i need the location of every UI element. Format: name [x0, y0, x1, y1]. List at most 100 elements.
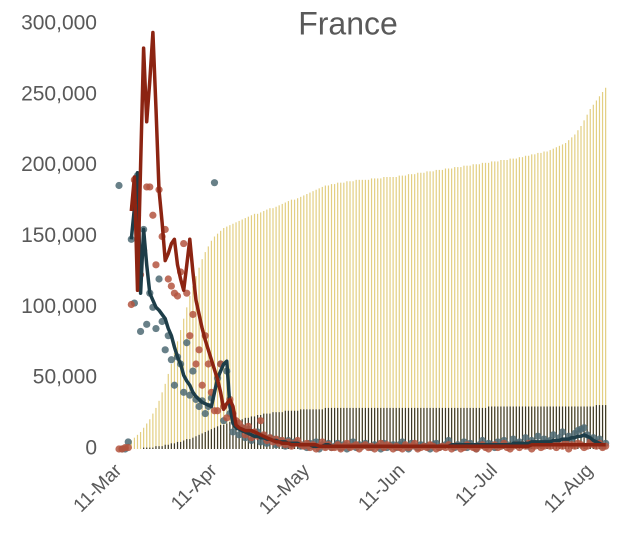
bar: [417, 172, 419, 449]
bar: [324, 407, 326, 449]
bar: [195, 436, 197, 449]
bar: [435, 407, 437, 449]
bar: [278, 412, 280, 449]
bar: [605, 405, 607, 449]
point: [127, 300, 135, 309]
bar: [475, 164, 477, 449]
bar: [417, 407, 419, 449]
bar: [463, 407, 465, 449]
bar: [509, 158, 511, 450]
point: [146, 183, 154, 191]
bar: [491, 406, 493, 449]
bar: [358, 407, 360, 449]
bar: [149, 447, 151, 449]
bar: [500, 160, 502, 449]
bar: [601, 92, 604, 449]
bar: [543, 406, 545, 449]
bar: [484, 162, 487, 450]
bar: [155, 446, 157, 449]
bar: [401, 175, 403, 450]
bar: [481, 162, 484, 450]
bar: [327, 185, 330, 449]
bar: [383, 407, 385, 449]
bar: [346, 407, 348, 449]
bar: [247, 216, 249, 449]
bar: [173, 352, 176, 449]
bar: [204, 252, 206, 449]
bar: [512, 406, 514, 449]
bar: [235, 222, 237, 449]
bar: [232, 223, 234, 449]
point: [167, 282, 175, 290]
bar: [531, 154, 533, 450]
bar: [241, 219, 243, 449]
bar: [327, 407, 330, 449]
bar: [555, 147, 557, 449]
bar: [315, 409, 317, 449]
bar: [552, 406, 554, 449]
bar: [429, 407, 431, 449]
point: [189, 367, 197, 375]
point: [115, 181, 123, 190]
bar: [343, 182, 345, 449]
point: [167, 356, 175, 364]
bar: [253, 213, 256, 449]
bar: [130, 440, 132, 449]
bar: [374, 407, 376, 449]
bar: [521, 157, 524, 449]
bar: [605, 87, 607, 449]
bar: [349, 181, 351, 449]
x-tick-label: 11-Jul: [451, 460, 501, 510]
bar: [318, 188, 320, 450]
bar: [364, 407, 366, 449]
bar: [226, 226, 228, 449]
bar: [315, 189, 317, 449]
bar: [167, 444, 169, 449]
bar: [269, 413, 271, 449]
bar: [509, 406, 511, 449]
point: [152, 324, 160, 333]
point: [173, 292, 182, 300]
bar: [367, 179, 370, 450]
bar: [411, 407, 413, 449]
bar: [546, 151, 548, 449]
bar: [398, 407, 400, 449]
bar: [420, 172, 422, 449]
bar: [549, 406, 551, 449]
bar: [164, 383, 166, 449]
bar: [349, 407, 351, 449]
bar: [272, 412, 274, 449]
point: [155, 275, 163, 283]
bar: [201, 259, 203, 449]
bar: [506, 406, 508, 449]
bar: [469, 407, 471, 449]
bar: [488, 406, 490, 449]
bar: [441, 169, 443, 449]
bar: [287, 201, 289, 449]
bar: [290, 410, 293, 449]
bar: [380, 178, 382, 449]
bar: [250, 215, 253, 449]
bar: [438, 169, 440, 449]
point: [195, 346, 203, 354]
bar: [466, 165, 468, 449]
point: [164, 275, 172, 283]
point: [189, 310, 197, 319]
bar: [293, 199, 296, 449]
bar: [377, 178, 379, 449]
bar: [303, 195, 305, 449]
point: [161, 346, 169, 354]
bar: [404, 407, 407, 449]
bar: [297, 198, 299, 449]
bar: [324, 185, 326, 449]
bar: [180, 441, 182, 449]
bar: [503, 406, 505, 449]
bar: [574, 406, 576, 449]
bar: [549, 150, 551, 450]
bar: [447, 407, 450, 449]
point: [257, 417, 265, 425]
bar: [223, 424, 225, 449]
bar: [260, 212, 262, 449]
bar: [494, 161, 496, 449]
bar: [170, 443, 172, 449]
